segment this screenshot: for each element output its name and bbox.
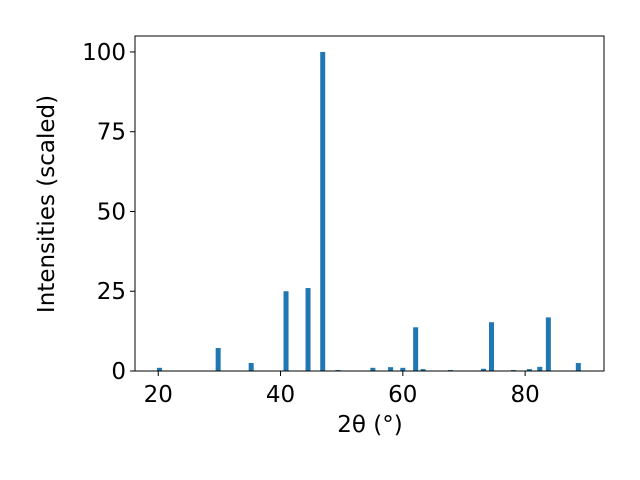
bar [413,327,419,371]
x-axis-label: 2θ (°) [337,412,402,438]
bar [526,369,532,371]
bar [156,367,162,371]
bar [400,367,406,371]
y-tick-label: 50 [97,199,126,225]
bar [215,348,221,371]
bar [545,317,551,371]
bar [388,367,394,371]
y-tick-label: 75 [97,120,126,146]
bar [283,291,289,371]
x-tick-label: 40 [266,382,295,408]
x-tick-label: 80 [510,382,539,408]
bar [370,367,376,371]
x-tick-label: 20 [144,382,173,408]
y-tick-label: 100 [82,40,126,66]
y-tick-label: 0 [111,359,126,385]
bar [575,363,581,371]
y-tick-label: 25 [97,279,126,305]
bar [488,322,494,371]
bar [305,288,311,371]
bar [420,369,426,371]
y-axis-label: Intensities (scaled) [34,95,60,313]
bar [320,51,326,371]
bar [537,366,543,371]
bar [248,363,254,371]
plot-frame [134,35,605,372]
x-tick-label: 60 [388,382,417,408]
bar [481,368,487,371]
